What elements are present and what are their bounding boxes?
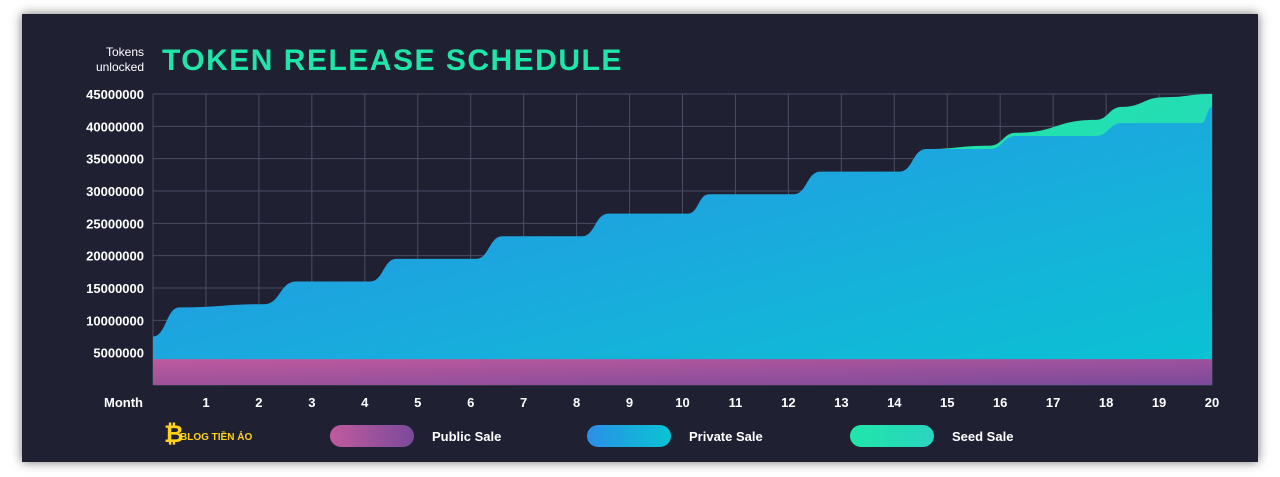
legend-item-public-sale: Public Sale xyxy=(330,425,501,447)
legend-item-private-sale: Private Sale xyxy=(587,425,763,447)
x-tick-label: 9 xyxy=(626,395,633,410)
chart-svg: 5000000 10000000 15000000 20000000 25000000 3… xyxy=(86,44,1219,448)
legend-swatch xyxy=(330,425,414,447)
area-private-sale xyxy=(153,106,1212,386)
legend-label: Private Sale xyxy=(689,429,763,444)
y-tick-label: 35000000 xyxy=(86,152,144,167)
legend-label: Public Sale xyxy=(432,429,501,444)
axes: 5000000 10000000 15000000 20000000 25000000 3… xyxy=(86,87,1219,410)
watermark-logo: ₿ BLOG TIỀN ẢO xyxy=(164,421,252,448)
x-tick-label: 7 xyxy=(520,395,527,410)
legend-item-seed-sale: Seed Sale xyxy=(850,425,1013,447)
x-tick-label: 13 xyxy=(834,395,848,410)
y-tick-label: 10000000 xyxy=(86,313,144,328)
x-tick-label: 3 xyxy=(308,395,315,410)
legend-swatch xyxy=(850,425,934,447)
watermark-text: BLOG TIỀN ẢO xyxy=(180,430,252,443)
y-axis-label-line-1: Tokens xyxy=(106,45,144,59)
y-tick-label: 40000000 xyxy=(86,119,144,134)
svg-text:₿: ₿ xyxy=(164,421,184,448)
x-tick-label: 17 xyxy=(1046,395,1060,410)
x-tick-label: 5 xyxy=(414,395,421,410)
y-tick-label: 45000000 xyxy=(86,87,144,102)
x-tick-label: 12 xyxy=(781,395,795,410)
chart-frame: 5000000 10000000 15000000 20000000 25000000 3… xyxy=(22,14,1258,462)
legend-label: Seed Sale xyxy=(952,429,1013,444)
y-tick-label: 25000000 xyxy=(86,216,144,231)
x-tick-label: 2 xyxy=(255,395,262,410)
y-axis-label-line-2: unlocked xyxy=(96,60,144,74)
y-tick-label: 30000000 xyxy=(86,184,144,199)
x-tick-label: 6 xyxy=(467,395,474,410)
x-tick-label: 14 xyxy=(887,395,902,410)
area-public-sale xyxy=(153,359,1212,385)
x-tick-label: 15 xyxy=(940,395,954,410)
chart-title: TOKEN RELEASE SCHEDULE xyxy=(162,44,623,77)
x-tick-label: 20 xyxy=(1205,395,1219,410)
x-tick-label: 11 xyxy=(729,395,743,410)
legend: Public Sale Private Sale Seed Sale xyxy=(330,425,1013,447)
series-areas xyxy=(153,94,1212,386)
y-tick-label: 20000000 xyxy=(86,249,144,264)
x-tick-label: 18 xyxy=(1099,395,1113,410)
x-tick-label: 19 xyxy=(1152,395,1166,410)
x-tick-label: 1 xyxy=(202,395,209,410)
x-tick-label: 16 xyxy=(993,395,1007,410)
legend-swatch xyxy=(587,425,671,447)
x-tick-label: 10 xyxy=(675,395,689,410)
x-tick-label: 8 xyxy=(573,395,580,410)
x-tick-label: 4 xyxy=(361,395,369,410)
x-axis-label: Month xyxy=(104,395,143,410)
y-tick-label: 5000000 xyxy=(93,346,144,361)
y-tick-label: 15000000 xyxy=(86,281,144,296)
